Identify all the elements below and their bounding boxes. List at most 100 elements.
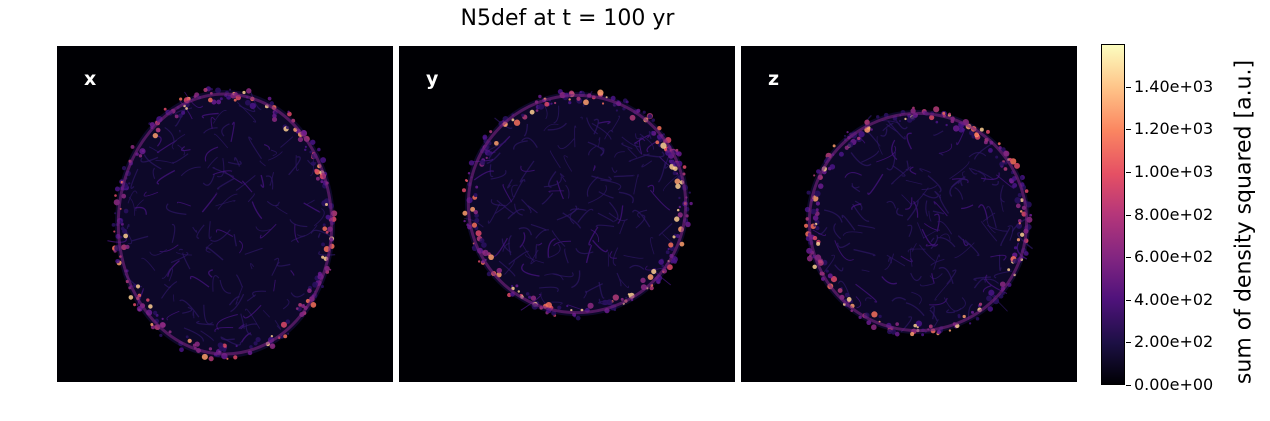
interior-filament bbox=[919, 244, 936, 262]
interior-filament bbox=[233, 234, 238, 247]
rim-clump bbox=[890, 329, 897, 335]
interior-filament bbox=[521, 263, 540, 277]
rim-clump bbox=[570, 308, 573, 312]
interior-filament bbox=[575, 248, 594, 255]
interior-filament bbox=[842, 231, 863, 236]
interior-filament bbox=[556, 205, 578, 221]
colorbar-tick-label: 1.40e+03 bbox=[1134, 76, 1214, 96]
rim-clump bbox=[329, 268, 332, 271]
rim-clump bbox=[168, 330, 172, 334]
interior-filament bbox=[220, 336, 235, 341]
interior-filament bbox=[635, 133, 644, 140]
rim-clump bbox=[999, 281, 1006, 288]
interior-filament bbox=[587, 185, 607, 204]
rim-clump bbox=[583, 99, 589, 106]
interior-filament bbox=[973, 278, 987, 289]
interior-filament bbox=[266, 200, 280, 207]
rim-clump bbox=[114, 186, 120, 192]
rim-clump bbox=[475, 230, 482, 237]
rim-clump bbox=[651, 268, 657, 275]
interior-filament bbox=[580, 116, 583, 120]
interior-filament bbox=[619, 220, 626, 235]
interior-filament bbox=[501, 238, 512, 254]
interior-filament bbox=[833, 223, 842, 240]
rim-clump bbox=[233, 98, 237, 102]
rim-clump bbox=[672, 171, 677, 176]
interior-filament bbox=[208, 269, 213, 278]
rim-clump bbox=[138, 154, 143, 158]
interior-filament bbox=[906, 200, 919, 221]
interior-filament bbox=[892, 165, 906, 177]
interior-filament bbox=[598, 281, 605, 299]
rim-clump bbox=[661, 264, 665, 268]
rim-clump bbox=[470, 206, 476, 212]
rim-clump bbox=[806, 255, 813, 262]
interior-filament bbox=[961, 171, 966, 181]
rim-clump bbox=[479, 238, 485, 244]
interior-filament bbox=[511, 184, 518, 198]
rim-clump bbox=[229, 88, 232, 91]
panel-y: y bbox=[399, 46, 735, 382]
rim-clump bbox=[511, 118, 515, 122]
interior-filament bbox=[543, 104, 548, 120]
rim-clump bbox=[309, 150, 313, 154]
interior-filament bbox=[523, 123, 529, 137]
rim-clump bbox=[667, 247, 670, 251]
rim-clump bbox=[876, 115, 880, 119]
interior-filament bbox=[851, 203, 862, 211]
rim-clump bbox=[1020, 232, 1025, 237]
interior-filament bbox=[633, 173, 639, 195]
interior-filament bbox=[166, 310, 180, 321]
interior-filament bbox=[203, 304, 214, 325]
rim-clump bbox=[1004, 161, 1008, 165]
rim-clump bbox=[647, 274, 654, 280]
rim-clump bbox=[253, 341, 258, 346]
rim-clump bbox=[298, 302, 303, 307]
rim-clump bbox=[1014, 162, 1020, 169]
rim-clump bbox=[669, 159, 675, 165]
interior-filament bbox=[993, 270, 1013, 279]
rim-clump bbox=[682, 165, 687, 169]
interior-filament bbox=[289, 219, 308, 228]
rim-clump bbox=[579, 90, 583, 94]
rim-clump bbox=[568, 98, 571, 101]
interior-filament bbox=[143, 191, 159, 197]
interior-filament bbox=[192, 310, 195, 319]
rim-clump bbox=[474, 213, 479, 218]
interior-filament bbox=[208, 221, 212, 240]
interior-filament bbox=[973, 276, 991, 282]
rim-clump bbox=[987, 306, 994, 312]
rim-clump bbox=[325, 214, 331, 220]
interior-filament bbox=[290, 292, 305, 298]
rim-clump bbox=[136, 305, 143, 312]
interior-filament bbox=[911, 291, 922, 305]
rim-clump bbox=[121, 166, 127, 171]
rim-clump bbox=[685, 221, 691, 228]
rim-clump bbox=[160, 322, 166, 328]
rim-clump bbox=[1001, 292, 1005, 295]
rim-clump bbox=[521, 113, 525, 117]
interior-filament bbox=[178, 129, 181, 133]
interior-filament bbox=[551, 230, 566, 247]
interior-filament bbox=[583, 290, 588, 299]
rim-clump bbox=[942, 111, 946, 115]
rim-clump bbox=[295, 307, 299, 310]
rim-clump bbox=[815, 208, 819, 212]
interior-filament bbox=[621, 136, 641, 148]
interior-filament bbox=[853, 248, 876, 257]
rim-clump bbox=[678, 196, 681, 200]
rim-clump bbox=[810, 208, 817, 215]
colorbar-tick-mark bbox=[1126, 257, 1131, 259]
interior-filament bbox=[933, 319, 939, 327]
interior-filament bbox=[936, 236, 956, 248]
rim-clump bbox=[322, 223, 326, 227]
interior-filament bbox=[970, 167, 986, 182]
rim-clump bbox=[270, 334, 274, 338]
rim-clump bbox=[194, 341, 200, 347]
rim-clump bbox=[945, 123, 948, 127]
rim-clump bbox=[480, 160, 486, 166]
interior-filament bbox=[1000, 184, 1005, 203]
interior-filament bbox=[495, 196, 515, 214]
interior-filament bbox=[905, 160, 909, 171]
interior-filament bbox=[172, 294, 175, 302]
